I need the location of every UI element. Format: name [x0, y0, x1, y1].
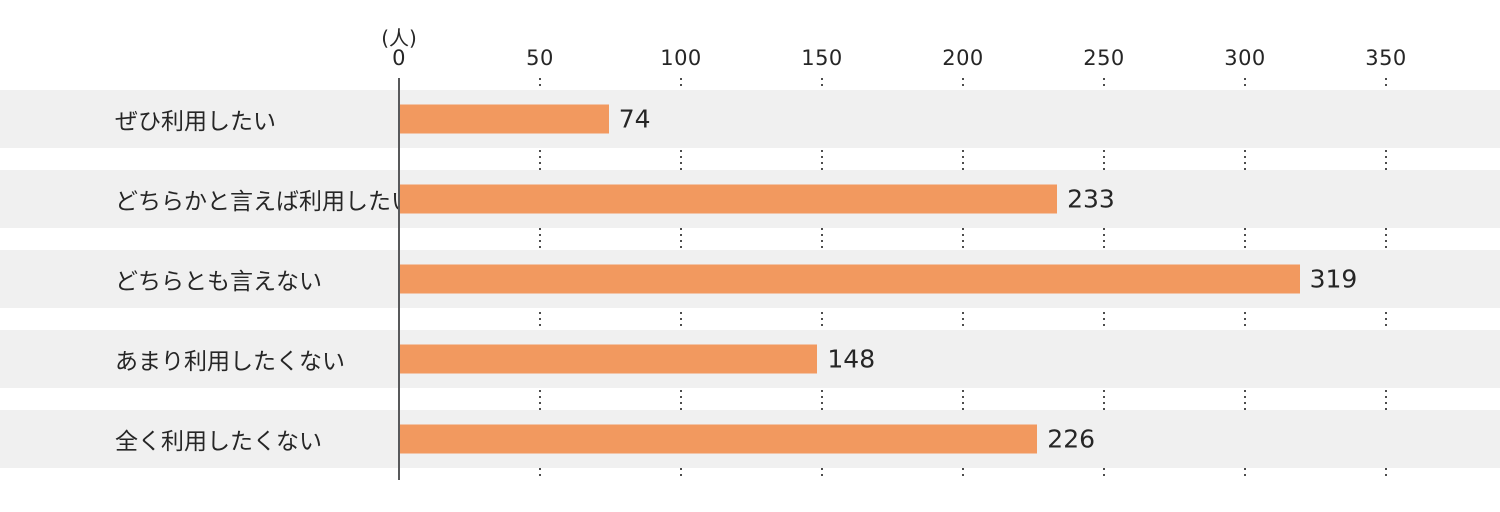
value-label: 226 — [1047, 424, 1096, 454]
bar-group: 319 — [400, 264, 1358, 294]
axis-unit-label: (人) — [381, 26, 417, 50]
chart-row: どちらとも言えない 319 — [0, 250, 1500, 308]
chart-row: ぜひ利用したい 74 — [0, 90, 1500, 148]
bar — [400, 104, 609, 134]
category-label: あまり利用したくない — [115, 349, 345, 375]
bar-group: 233 — [400, 184, 1115, 214]
x-tick-label: 150 — [801, 46, 843, 70]
value-label: 319 — [1309, 264, 1358, 294]
chart-row: どちらかと言えば利用したい 233 — [0, 170, 1500, 228]
x-tick-label: 300 — [1224, 46, 1266, 70]
bar — [400, 184, 1058, 214]
category-label: どちらかと言えば利用したい — [115, 189, 414, 215]
value-label: 233 — [1067, 184, 1115, 214]
bar-group: 74 — [400, 104, 651, 134]
x-tick-label: 200 — [942, 46, 984, 70]
category-label: ぜひ利用したい — [115, 109, 276, 135]
bar-group: 226 — [400, 424, 1096, 454]
category-label: 全く利用したくない — [115, 429, 322, 455]
x-tick-label: 100 — [660, 46, 702, 70]
x-tick-label: 250 — [1083, 46, 1125, 70]
chart-row: あまり利用したくない 148 — [0, 330, 1500, 388]
chart-row: 全く利用したくない 226 — [0, 410, 1500, 468]
row-stripe — [0, 90, 1500, 148]
x-tick-label: 50 — [526, 46, 554, 70]
bar — [400, 264, 1300, 294]
bar — [400, 344, 818, 374]
value-label: 148 — [827, 344, 876, 374]
x-tick-label: 350 — [1365, 46, 1407, 70]
bar — [400, 424, 1038, 454]
y-axis-line — [398, 78, 400, 480]
bar-group: 148 — [400, 344, 876, 374]
value-label: 74 — [618, 104, 651, 134]
category-label: どちらとも言えない — [115, 269, 322, 295]
x-tick-label: 0 — [392, 46, 406, 70]
